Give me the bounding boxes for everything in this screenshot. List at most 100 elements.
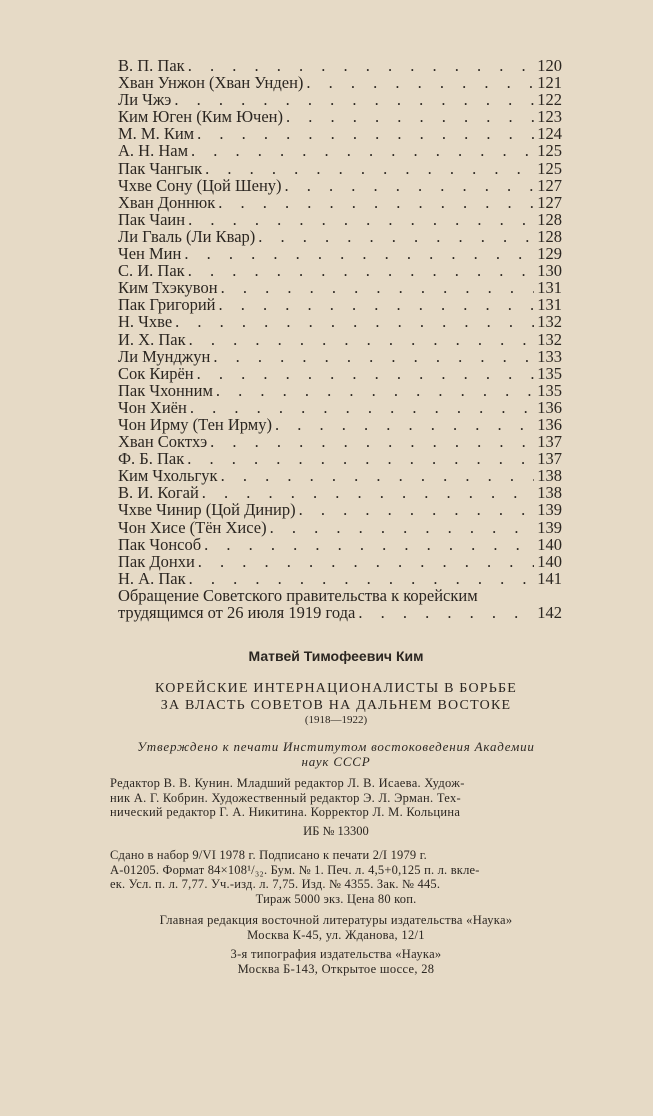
- toc-entry-name: А. Н. Нам: [118, 141, 189, 161]
- toc-entry: В. И. Когай 138: [118, 484, 562, 501]
- toc-entry-name: Ли Гваль (Ли Квар): [118, 226, 256, 246]
- toc-entry-name: Пак Чхонним: [118, 380, 213, 400]
- editors-line: ник А. Г. Кобрин. Художественный редакто…: [110, 790, 462, 805]
- approval-note: Утверждено к печати Институтом востокове…: [110, 739, 562, 769]
- toc-entry-page: 124: [537, 124, 562, 144]
- leader-dots: [197, 365, 535, 382]
- print-line: Сдано в набор 9/VI 1978 г. Подписано к п…: [110, 848, 427, 862]
- book-years: (1918—1922): [304, 714, 368, 726]
- toc-entry: Хван Унжон (Хван Унден) 121: [118, 74, 562, 91]
- leader-dots: [198, 553, 534, 570]
- toc-entry-page: 137: [537, 449, 562, 469]
- publisher-line: Главная редакция восточной литературы из…: [159, 913, 513, 927]
- toc-entry-name: Хван Доннюк: [118, 192, 216, 212]
- toc-entry: А. Н. Нам 125: [118, 142, 562, 159]
- table-of-contents: В. П. Пак120Хван Унжон (Хван Унден) 121 Ли…: [118, 57, 562, 621]
- ib-number: ИБ № 13300: [303, 824, 369, 838]
- toc-entry-page: 132: [537, 329, 562, 349]
- toc-entry-name: Н. А. Пак: [118, 568, 186, 588]
- toc-entry-page: 139: [537, 500, 562, 520]
- book-title: КОРЕЙСКИЕ ИНТЕРНАЦИОНАЛИСТЫ В БОРЬБЕ ЗА …: [110, 680, 562, 714]
- toc-entry-page: 138: [537, 483, 562, 503]
- editors-credits: Редактор В. В. Кунин. Младший редактор Л…: [110, 776, 562, 820]
- leader-dots: [221, 467, 535, 484]
- toc-entry: В. П. Пак 120: [118, 57, 562, 74]
- toc-entry-page: 139: [537, 517, 562, 537]
- leader-dots: [270, 519, 535, 536]
- toc-entry-name: Хван Унжон (Хван Унден): [118, 73, 304, 93]
- leader-dots: [205, 160, 534, 177]
- toc-entry-page: 128: [537, 226, 562, 246]
- toc-entry-page: 140: [537, 534, 562, 554]
- toc-entry: Хван Соктхэ 137: [118, 433, 562, 450]
- leader-dots: [218, 194, 534, 211]
- toc-entry-name: Ким Тхэкувон: [118, 278, 218, 298]
- toc-entry-name: Пак Донхи: [118, 551, 195, 571]
- toc-entry-page: 138: [537, 466, 562, 486]
- toc-entry: Чен Мин 129: [118, 245, 562, 262]
- title-line: ЗА ВЛАСТЬ СОВЕТОВ НА ДАЛЬНЕМ ВОСТОКЕ: [160, 698, 512, 713]
- leader-dots: [204, 536, 534, 553]
- toc-entry-name: Чон Ирму (Тен Ирму): [118, 414, 272, 434]
- toc-entry: Ким Чхольгук 138: [118, 467, 562, 484]
- toc-entry-name: Ф. Б. Пак: [118, 449, 185, 469]
- leader-dots: [285, 177, 535, 194]
- toc-entry-name: И. Х. Пак: [118, 329, 186, 349]
- editors-line: нический редактор Г. А. Никитина. Коррек…: [110, 805, 461, 819]
- toc-entry: Чхве Сону (Цой Шену) 127: [118, 177, 562, 194]
- toc-entry-page: 136: [537, 414, 562, 434]
- toc-entry-page: 140: [537, 551, 562, 571]
- toc-entry-page: 121: [537, 73, 562, 93]
- leader-dots: [213, 348, 534, 365]
- title-line: КОРЕЙСКИЕ ИНТЕРНАЦИОНАЛИСТЫ В БОРЬБЕ: [155, 681, 517, 696]
- toc-entry-name: Чон Хиён: [118, 397, 187, 417]
- print-line: А-01205. Формат 84×108¹/₃₂. Бум. № 1. Пе…: [110, 862, 480, 877]
- leader-dots: [286, 108, 534, 125]
- leader-dots: [218, 296, 534, 313]
- leader-dots: [184, 245, 534, 262]
- toc-entry-page: 131: [537, 278, 562, 298]
- toc-entry-name: Обращение Советского правительства к кор…: [118, 585, 478, 605]
- toc-entry: Пак Чангык 125: [118, 158, 562, 178]
- toc-entry: Пак Чаин 128: [118, 211, 562, 228]
- toc-entry-page: 125: [537, 158, 562, 178]
- toc-entry-page: 120: [537, 56, 562, 75]
- toc-entry-name: Чен Мин: [118, 244, 182, 264]
- toc-entry-page: 135: [537, 380, 562, 400]
- leader-dots: [275, 416, 534, 433]
- print-line: ек. Усл. п. л. 7,77. Уч.-изд. л. 7,75. И…: [110, 877, 441, 891]
- toc-entry-name: Чхве Сону (Цой Шену): [118, 175, 282, 195]
- print-line: Тираж 5000 экз. Цена 80 коп.: [255, 891, 417, 906]
- leader-dots: [188, 262, 535, 279]
- toc-entry-name: Чхве Чинир (Цой Динир): [118, 500, 296, 520]
- leader-dots: [187, 450, 534, 467]
- leader-dots: [174, 91, 534, 108]
- toc-entry: М. М. Ким 124: [118, 125, 562, 142]
- toc-entry: Н. А. Пак 141: [118, 570, 562, 587]
- toc-entry: Н. Чхве 132: [118, 313, 562, 330]
- toc-entry: Чон Хиён 136: [118, 399, 562, 416]
- editors-line: Редактор В. В. Кунин. Младший редактор Л…: [110, 776, 465, 790]
- toc-entry-page: 136: [537, 397, 562, 417]
- toc-entry-page: 129: [537, 244, 562, 264]
- printing-house-info: 3-я типография издательства «Наука» Моск…: [110, 947, 562, 976]
- toc-entry-page: 135: [537, 363, 562, 383]
- toc-entry-name: В. И. Когай: [118, 483, 199, 503]
- leader-dots: [188, 57, 535, 74]
- toc-entry-name: Ким Чхольгук: [118, 466, 218, 486]
- toc-entry-name: Ли Мунджун: [118, 346, 211, 366]
- toc-entry-page: 130: [537, 261, 562, 281]
- toc-entry: Сок Кирён 135: [118, 365, 562, 382]
- toc-entry: Ли Гваль (Ли Квар) 128: [118, 228, 562, 245]
- toc-entry-page: 127: [537, 192, 562, 212]
- leader-dots: [202, 484, 534, 501]
- printing-house-line: Москва Б-143, Открытое шоссе, 28: [237, 961, 435, 976]
- toc-entry-page: 137: [537, 432, 562, 452]
- toc-entry-name: Пак Григорий: [118, 295, 216, 315]
- leader-dots: [188, 211, 534, 228]
- leader-dots: [191, 142, 534, 159]
- leader-dots: [221, 279, 535, 296]
- toc-entry-name: трудящимся от 26 июля 1919 года: [118, 603, 356, 622]
- toc-entry: И. Х. Пак 132: [118, 329, 562, 349]
- approval-line: Утверждено к печати Институтом востокове…: [137, 739, 535, 754]
